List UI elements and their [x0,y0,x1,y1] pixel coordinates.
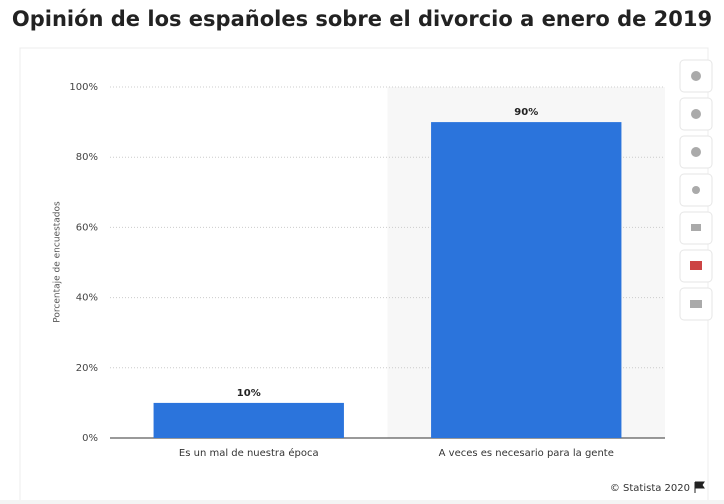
flag-uk-icon [690,261,702,270]
toolbar [679,59,713,321]
y-tick-label: 100% [69,82,98,93]
bar [153,402,344,438]
bell-icon [691,109,701,119]
y-tick-label: 60% [76,222,98,233]
data-label: 90% [514,107,538,118]
gear-icon [691,147,701,157]
y-tick-label: 40% [76,293,98,304]
printer-icon [690,300,702,308]
x-tick-label: Es un mal de nuestra época [179,447,319,459]
y-tick-label: 0% [82,433,98,444]
share-icon [692,186,700,194]
y-axis-label: Porcentaje de encuestados [53,201,63,323]
y-tick-label: 80% [76,152,98,163]
quote-icon [691,224,701,231]
flag-icon [694,481,705,493]
bar [431,122,622,438]
x-tick-label: A veces es necesario para la gente [439,448,614,459]
source: © Statista 2020 [610,483,690,494]
y-tick-label: 20% [76,363,98,374]
data-label: 10% [237,388,261,399]
chart-title: Opinión de los españoles sobre el divorc… [12,7,712,31]
star-icon [691,71,701,81]
